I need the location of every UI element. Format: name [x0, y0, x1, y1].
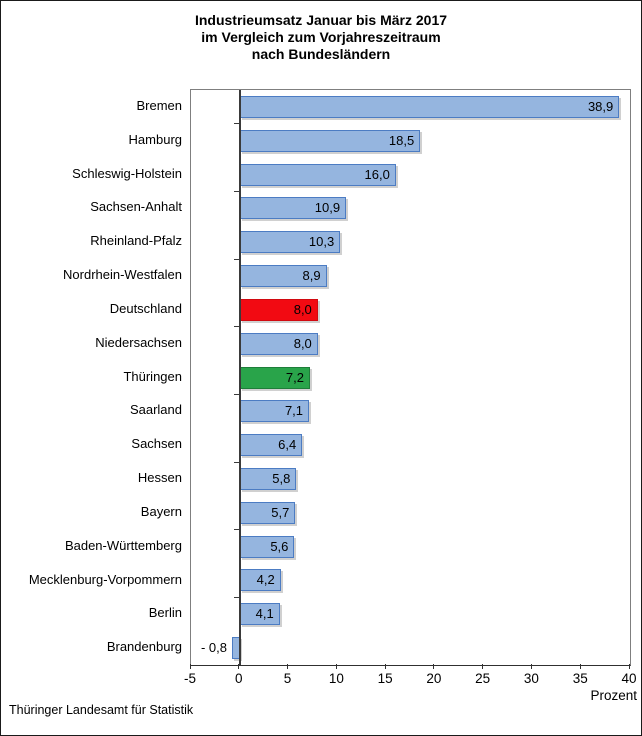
x-tick-label: 5: [283, 671, 292, 686]
bar-bremen: 38,9: [239, 95, 620, 118]
title-line-3: nach Bundesländern: [251, 46, 391, 62]
category-label: Saarland: [129, 402, 182, 418]
category-label: Hessen: [137, 470, 182, 486]
bar-rheinland-pfalz: 10,3: [239, 231, 341, 254]
bar-bayern: 5,7: [239, 501, 296, 524]
category-label: Bayern: [140, 503, 182, 519]
bar-sachsen: 6,4: [239, 434, 303, 457]
category-label: Schleswig-Holstein: [72, 165, 182, 181]
x-tick-label: 10: [328, 671, 344, 686]
x-tick-label: 20: [426, 671, 442, 686]
x-tick-mark: [530, 664, 532, 669]
bar-deutschland: 8,0: [239, 298, 318, 321]
chart-title: Industrieumsatz Januar bis März 2017 im …: [1, 12, 641, 63]
title-line-1: Industrieumsatz Januar bis März 2017: [194, 12, 448, 28]
bar-sachsen-anhalt: 10,9: [239, 197, 347, 220]
x-tick-label: 30: [523, 671, 539, 686]
bar-value-label: - 0,8: [200, 640, 227, 656]
x-tick-mark: [628, 664, 630, 669]
bar-baden-w-rttemberg: 5,6: [239, 535, 295, 558]
bar-th-ringen: 7,2: [239, 366, 310, 389]
category-tick-mark: [233, 326, 240, 328]
bar-saarland: 7,1: [239, 400, 310, 423]
category-label: Mecklenburg-Vorpommern: [28, 571, 182, 587]
category-label: Bremen: [136, 98, 182, 113]
x-tick-mark: [335, 664, 337, 669]
category-tick-mark: [233, 461, 240, 463]
x-tick-mark: [384, 664, 386, 669]
bar-berlin: 4,1: [239, 603, 280, 626]
category-tick-mark: [233, 529, 240, 531]
category-tick-mark: [233, 258, 240, 260]
category-tick-mark: [233, 596, 240, 598]
bar-niedersachsen: 8,0: [239, 332, 318, 355]
x-tick-mark: [579, 664, 581, 669]
category-label: Nordrhein-Westfalen: [63, 267, 182, 283]
category-label: Brandenburg: [106, 639, 182, 655]
x-tick-label: -5: [183, 671, 196, 686]
title-line-2: im Vergleich zum Vorjahreszeitraum: [201, 29, 441, 45]
source-note: Thüringer Landesamt für Statistik: [9, 703, 194, 717]
x-axis: -5 0 5 10 15 20 25 30 35 40: [184, 664, 637, 698]
x-tick-label: 25: [475, 671, 491, 686]
bar-hamburg: 18,5: [239, 129, 421, 152]
x-tick-label: 0: [235, 671, 243, 686]
x-axis-title: Prozent: [590, 688, 637, 703]
x-tick-label: 35: [572, 671, 588, 686]
x-tick-mark: [238, 664, 240, 669]
category-axis-line: [238, 90, 241, 665]
x-tick-label: 40: [621, 671, 637, 686]
category-label: Thüringen: [123, 368, 182, 384]
category-label: Niedersachsen: [95, 334, 182, 350]
category-label: Deutschland: [109, 300, 182, 316]
bar-schleswig-holstein: 16,0: [239, 163, 396, 186]
category-label: Baden-Württemberg: [64, 537, 182, 553]
category-label: Hamburg: [128, 131, 182, 147]
category-tick-mark: [233, 190, 240, 192]
x-tick-label: 15: [377, 671, 393, 686]
category-label: Berlin: [148, 605, 182, 621]
category-label: Sachsen: [131, 436, 182, 452]
x-tick-mark: [287, 664, 289, 669]
category-tick-mark: [233, 123, 240, 125]
x-tick-mark: [189, 664, 191, 669]
category-labels: Bremen Hamburg Schleswig-Holstein Sachsen-A…: [1, 89, 182, 664]
bar-mecklenburg-vorpommern: 4,2: [239, 569, 281, 592]
bar-hessen: 5,8: [239, 467, 297, 490]
category-label: Rheinland-Pfalz: [90, 233, 182, 249]
category-label: Sachsen-Anhalt: [90, 199, 182, 215]
x-tick-mark: [433, 664, 435, 669]
x-tick-mark: [482, 664, 484, 669]
plot-area: 38,9 18,5 16,0 10,9 10,3 8,9 8,0 8,0 7,2 7,1 6,4 5,…: [190, 89, 631, 666]
bar-nordrhein-westfalen: 8,9: [239, 265, 327, 288]
category-tick-mark: [233, 393, 240, 395]
